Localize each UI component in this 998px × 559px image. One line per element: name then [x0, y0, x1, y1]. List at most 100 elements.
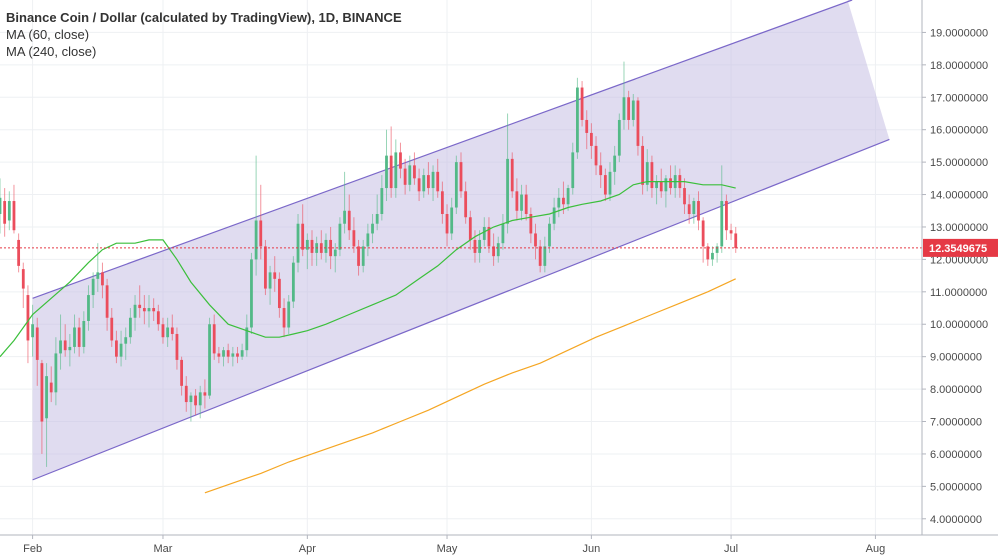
- candle: [259, 184, 263, 260]
- candle-body: [170, 327, 174, 334]
- candle-body: [35, 327, 39, 360]
- candle-body: [589, 132, 593, 146]
- candle: [655, 175, 658, 205]
- candle: [631, 94, 635, 127]
- candle: [361, 239, 365, 273]
- candle-body: [3, 201, 7, 224]
- candle-body: [310, 239, 314, 253]
- x-tick-label: Mar: [154, 543, 173, 555]
- candle: [715, 243, 719, 263]
- candle: [683, 178, 686, 214]
- candle: [576, 77, 579, 159]
- candle-body: [613, 155, 617, 172]
- candle: [627, 90, 631, 130]
- candle-body: [571, 152, 575, 189]
- candle: [305, 233, 309, 270]
- candle-body: [576, 87, 579, 153]
- candle-body: [301, 223, 305, 250]
- candlestick-series: [0, 61, 738, 467]
- legend-title[interactable]: Binance Coin / Dollar (calculated by Tra…: [6, 10, 402, 25]
- candle-body: [59, 340, 62, 354]
- legend-ma60[interactable]: MA (60, close): [6, 27, 90, 42]
- candle-body: [291, 262, 295, 302]
- candle-body: [68, 346, 72, 351]
- candle-body: [631, 100, 635, 120]
- candle: [0, 178, 2, 234]
- candle: [7, 191, 11, 231]
- candle: [701, 217, 705, 263]
- ma240-line: [204, 278, 736, 494]
- candle: [329, 226, 333, 270]
- candle: [659, 168, 663, 198]
- y-tick-label: 10.0000000: [930, 319, 988, 331]
- candle-body: [403, 168, 407, 185]
- candle: [31, 304, 34, 357]
- candle-body: [352, 230, 356, 247]
- candle-body: [73, 327, 76, 347]
- candle-body: [105, 285, 109, 318]
- candle-body: [142, 308, 146, 312]
- candle-body: [152, 308, 156, 312]
- candle: [49, 366, 53, 403]
- candle-body: [124, 337, 128, 344]
- candle-body: [389, 155, 393, 189]
- candle-body: [375, 214, 379, 224]
- candle: [501, 214, 505, 250]
- candle-body: [17, 239, 21, 266]
- candle: [287, 295, 291, 334]
- candle: [580, 81, 584, 127]
- candle-body: [650, 162, 654, 189]
- candle-body: [510, 158, 514, 192]
- candle: [82, 311, 86, 354]
- candle: [245, 314, 249, 357]
- x-tick-label: Apr: [299, 543, 316, 555]
- candle-body: [203, 392, 207, 396]
- candle: [73, 314, 76, 354]
- candle: [170, 314, 174, 341]
- candle-body: [711, 252, 714, 260]
- candle: [478, 230, 482, 263]
- ma60-line: [0, 181, 736, 358]
- candle-body: [347, 210, 351, 231]
- candle: [310, 230, 314, 266]
- candle-body: [697, 201, 700, 221]
- candle: [189, 392, 193, 422]
- candle-body: [236, 353, 239, 357]
- candle-body: [562, 197, 565, 205]
- candle: [352, 217, 356, 253]
- candle: [128, 308, 132, 344]
- candle-body: [408, 165, 412, 185]
- candle: [105, 278, 109, 331]
- candle: [115, 330, 118, 364]
- candle-body: [91, 278, 95, 296]
- candle: [706, 243, 710, 266]
- candle-body: [580, 87, 584, 120]
- candle: [729, 223, 733, 240]
- candle: [91, 272, 95, 309]
- candle-body: [82, 321, 86, 347]
- candle: [664, 175, 668, 208]
- candle: [487, 217, 491, 253]
- legend-ma240[interactable]: MA (240, close): [6, 44, 97, 59]
- candle: [203, 379, 207, 409]
- candle-body: [282, 308, 286, 328]
- candle-body: [543, 246, 547, 266]
- candle-body: [552, 207, 556, 224]
- candle: [417, 168, 421, 202]
- candle-body: [175, 333, 179, 360]
- candle-body: [506, 158, 509, 224]
- candle: [734, 226, 738, 253]
- candle: [264, 239, 267, 296]
- candle: [166, 317, 170, 347]
- candle: [650, 155, 654, 198]
- candle-body: [147, 308, 151, 312]
- candle-body: [566, 188, 570, 205]
- candle-body: [385, 155, 388, 189]
- candle: [194, 389, 197, 416]
- candle: [431, 165, 435, 202]
- y-tick-label: 7.0000000: [930, 417, 982, 429]
- candle-body: [305, 239, 309, 250]
- candle-body: [608, 171, 612, 195]
- candle-body: [156, 311, 160, 325]
